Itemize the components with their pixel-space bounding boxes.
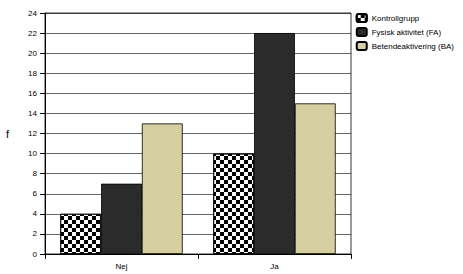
- svg-text:4: 4: [33, 209, 38, 218]
- svg-text:8: 8: [33, 169, 38, 178]
- svg-text:f: f: [6, 128, 10, 140]
- svg-text:24: 24: [28, 9, 37, 18]
- svg-text:12: 12: [28, 129, 37, 138]
- svg-text:Kontrollgrupp: Kontrollgrupp: [372, 14, 420, 23]
- svg-text:16: 16: [28, 89, 37, 98]
- svg-text:2: 2: [33, 229, 38, 238]
- svg-text:22: 22: [28, 29, 37, 38]
- svg-text:20: 20: [28, 49, 37, 58]
- svg-text:0: 0: [33, 250, 38, 259]
- svg-text:Fysisk aktivitet (FA): Fysisk aktivitet (FA): [372, 28, 442, 37]
- svg-text:Ja: Ja: [270, 262, 279, 271]
- svg-text:10: 10: [28, 149, 37, 158]
- svg-text:14: 14: [28, 109, 37, 118]
- svg-text:Betendeaktivering (BA): Betendeaktivering (BA): [372, 42, 455, 51]
- svg-text:6: 6: [33, 189, 38, 198]
- svg-text:18: 18: [28, 69, 37, 78]
- svg-text:Nej: Nej: [115, 262, 127, 271]
